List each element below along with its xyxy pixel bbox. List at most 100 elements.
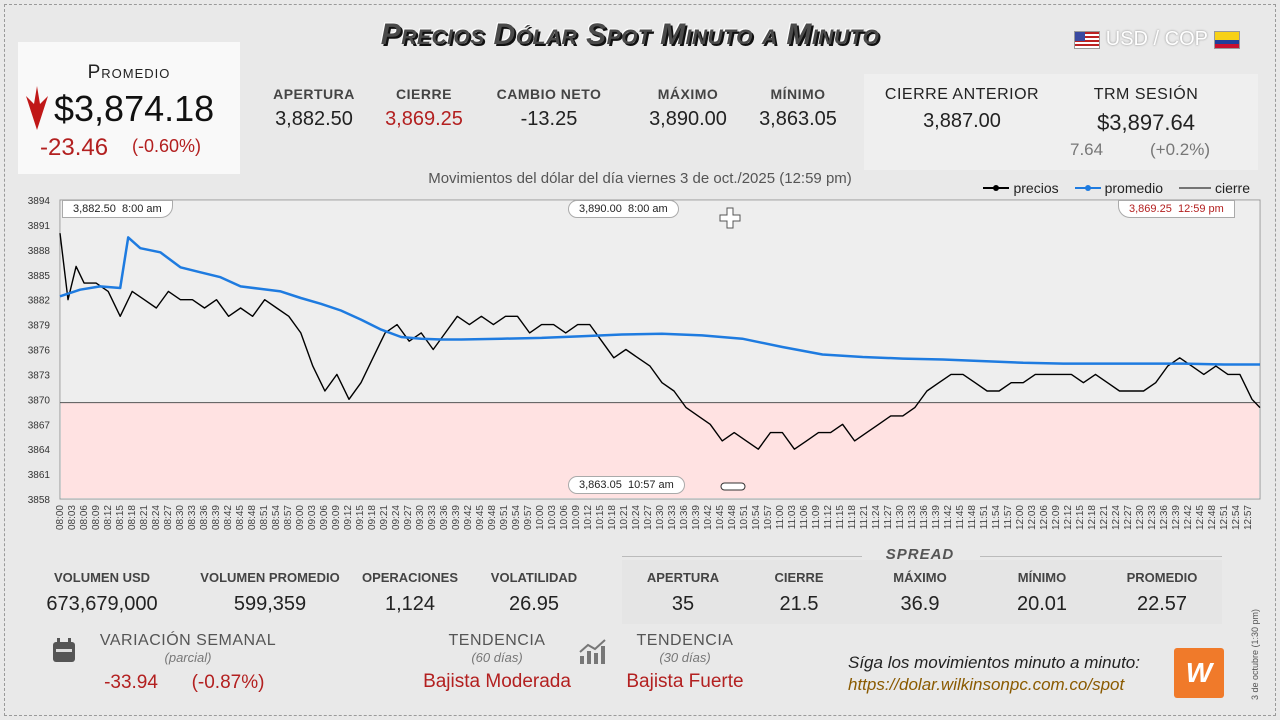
x-tick-label: 08:39: [211, 505, 222, 530]
x-tick-label: 09:24: [391, 505, 402, 530]
label-price: 3,882.50: [73, 203, 116, 215]
x-tick-label: 12:18: [1087, 505, 1098, 530]
x-tick-label: 11:09: [811, 505, 822, 530]
scroll-handle[interactable]: [720, 482, 746, 491]
stat-label: VOLATILIDAD: [490, 570, 578, 585]
x-tick-label: 11:18: [847, 505, 858, 530]
y-tick-label: 3867: [28, 420, 51, 431]
x-tick-label: 09:54: [511, 505, 522, 530]
min-price-label: 3,863.05 10:57 am: [568, 476, 685, 494]
above-close-fill: [61, 201, 1259, 403]
label-time: 10:57 am: [627, 479, 674, 491]
tendencia-sub: (30 días): [659, 650, 711, 665]
x-tick-label: 08:24: [151, 505, 162, 530]
x-tick-label: 11:27: [883, 505, 894, 530]
stat-cierre-anterior: CIERRE ANTERIOR 3,887.00: [880, 86, 1044, 133]
x-tick-label: 10:21: [619, 505, 630, 530]
x-tick-label: 11:03: [787, 505, 798, 530]
x-tick-label: 10:15: [595, 505, 606, 530]
stat-minimo: MÍNIMO 3,863.05: [746, 86, 850, 131]
x-tick-label: 09:39: [451, 505, 462, 530]
stat-label: VOLUMEN USD: [53, 570, 151, 585]
chart-lines: [59, 233, 1261, 450]
trm-change-pct: (+0.2%): [1150, 140, 1210, 159]
tendencia-value: Bajista Moderada: [423, 671, 571, 692]
x-tick-label: 11:33: [907, 505, 918, 530]
label-time: 12:59 pm: [1177, 203, 1224, 215]
x-tick-label: 08:21: [139, 505, 150, 530]
variacion-semanal: VARIACIÓN SEMANAL (parcial): [90, 632, 286, 665]
x-tick-label: 09:30: [415, 505, 426, 530]
x-tick-label: 08:45: [235, 505, 246, 530]
price-chart[interactable]: 3894 3891 3888 3885 3882 3879 3876 3873 3870 3867…: [0, 196, 1280, 546]
chart-fills: [61, 201, 1259, 498]
x-tick-label: 08:09: [91, 505, 102, 530]
y-tick-label: 3876: [28, 346, 51, 357]
follow-text: Síga los movimientos minuto a minuto:: [848, 653, 1140, 672]
x-tick-label: 10:03: [547, 505, 558, 530]
label-price: 3,890.00: [579, 203, 622, 215]
variacion-pct: (-0.87%): [191, 672, 265, 693]
y-tick-label: 3858: [28, 495, 51, 506]
x-tick-label: 09:33: [427, 505, 438, 530]
stat-label: CIERRE: [396, 86, 452, 102]
spread-panel: [622, 560, 1222, 624]
stat-operaciones: OPERACIONES 1,124: [356, 570, 464, 616]
x-tick-label: 12:12: [1063, 505, 1074, 530]
side-note: 3 de octubre (1:30 pm): [1250, 608, 1260, 700]
legend-item-cierre[interactable]: cierre: [1178, 180, 1250, 196]
colombia-flag-icon: [1214, 30, 1240, 49]
stat-value: $3,897.64: [1097, 110, 1195, 135]
stat-label: MÍNIMO: [770, 86, 826, 102]
label-time: 8:00 am: [121, 203, 162, 215]
x-tick-label: 09:51: [499, 505, 510, 530]
y-tick-label: 3885: [28, 271, 51, 282]
x-tick-label: 11:51: [979, 505, 990, 530]
x-tick-label: 11:39: [931, 505, 942, 530]
spread-cierre: CIERRE 21.5: [746, 570, 852, 616]
legend-label: promedio: [1104, 180, 1163, 196]
stat-apertura: APERTURA 3,882.50: [262, 86, 366, 131]
wilkinson-logo[interactable]: W: [1174, 648, 1224, 698]
x-tick-label: 11:24: [871, 505, 882, 530]
x-tick-label: 09:21: [379, 505, 390, 530]
x-tick-label: 09:15: [355, 505, 366, 530]
x-tick-label: 10:09: [571, 505, 582, 530]
x-tick-label: 10:24: [631, 505, 642, 530]
x-tick-label: 10:36: [679, 505, 690, 530]
y-tick-label: 3864: [28, 445, 51, 456]
stat-label: CIERRE: [774, 570, 824, 585]
y-axis: 3894 3891 3888 3885 3882 3879 3876 3873 3870 3867…: [28, 196, 51, 506]
stat-label: OPERACIONES: [361, 570, 459, 585]
x-tick-label: 09:12: [343, 505, 354, 530]
x-tick-label: 09:36: [439, 505, 450, 530]
stat-value: 1,124: [384, 593, 436, 615]
tendencia-label: TENDENCIA: [636, 632, 734, 649]
x-tick-label: 10:27: [643, 505, 654, 530]
max-price-label: 3,890.00 8:00 am: [568, 200, 679, 218]
y-tick-label: 3879: [28, 321, 51, 332]
legend-label: precios: [1013, 180, 1059, 196]
trm-change: 7.64: [1070, 140, 1104, 159]
x-tick-label: 08:48: [247, 505, 258, 530]
follow-link[interactable]: https://dolar.wilkinsonpc.com.co/spot: [848, 675, 1125, 694]
x-tick-label: 10:42: [703, 505, 714, 530]
x-tick-label: 09:18: [367, 505, 378, 530]
spread-divider: [980, 556, 1222, 557]
x-tick-label: 12:03: [1027, 505, 1038, 530]
x-tick-label: 08:51: [259, 505, 270, 530]
x-tick-label: 08:42: [223, 505, 234, 530]
x-tick-label: 09:27: [403, 505, 414, 530]
stat-value: 599,359: [233, 593, 307, 615]
promedio-change-pct: (-0.60%): [132, 136, 202, 156]
legend-item-precios[interactable]: precios: [983, 180, 1059, 196]
x-tick-label: 09:42: [463, 505, 474, 530]
variacion-value-box: -33.94: [92, 672, 170, 694]
label-price: 3,869.25: [1129, 203, 1172, 215]
x-tick-label: 10:33: [667, 505, 678, 530]
x-tick-label: 08:03: [67, 505, 78, 530]
x-tick-label: 10:00: [535, 505, 546, 530]
x-tick-label: 11:42: [943, 505, 954, 530]
x-tick-label: 12:24: [1111, 505, 1122, 530]
legend-item-promedio[interactable]: promedio: [1074, 180, 1163, 196]
